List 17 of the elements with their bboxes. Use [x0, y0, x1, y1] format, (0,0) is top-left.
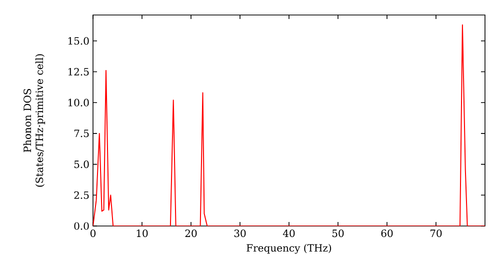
x-axis-title: Frequency (THz) — [246, 244, 332, 254]
y-tick-label: 7.5 — [74, 130, 89, 138]
y-tick-label: 15.0 — [68, 37, 89, 45]
y-axis-title: Phonon DOS (States/THz·primitive cell) — [23, 54, 46, 187]
x-tick-label: 0 — [90, 230, 96, 238]
x-tick-label: 30 — [234, 230, 246, 238]
x-tick-label: 50 — [332, 230, 344, 238]
x-tick-label: 70 — [430, 230, 442, 238]
y-tick-label: 2.5 — [74, 191, 89, 199]
x-tick-label: 60 — [381, 230, 393, 238]
x-tick-label: 20 — [185, 230, 197, 238]
y-tick-label: 5.0 — [74, 160, 89, 168]
y-tick-label: 12.5 — [68, 68, 89, 76]
x-tick-label: 40 — [282, 230, 295, 238]
x-tick-label: 10 — [136, 230, 148, 238]
y-tick-label: 10.0 — [68, 98, 89, 106]
y-tick-label: 0.0 — [74, 222, 89, 230]
